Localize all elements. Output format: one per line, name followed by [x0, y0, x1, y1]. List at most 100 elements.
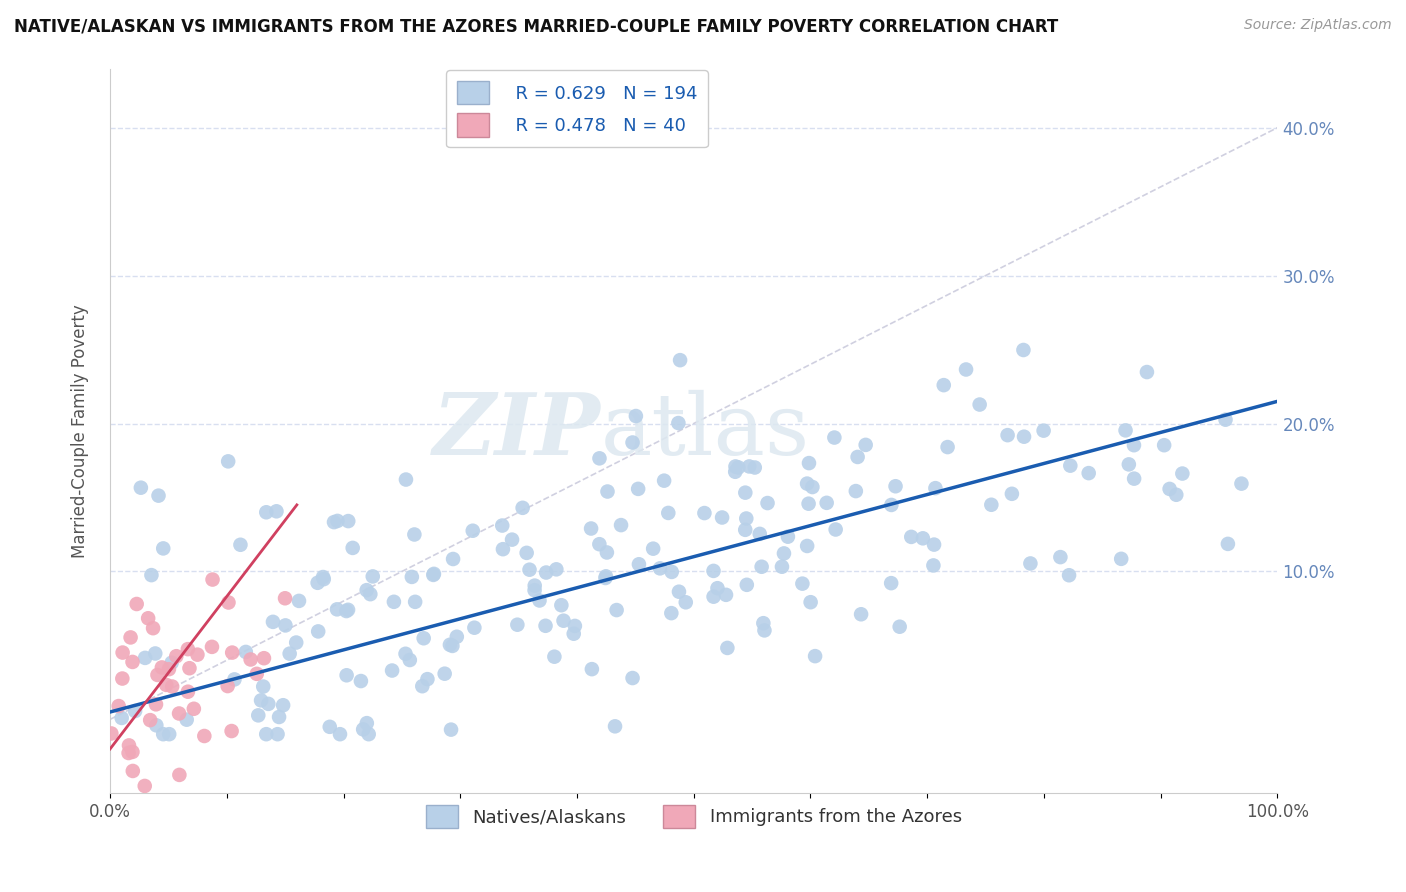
- Point: [134, 779, 156, 793]
- Point: [606, 603, 628, 617]
- Point: [134, 651, 156, 665]
- Point: [262, 615, 284, 629]
- Point: [579, 522, 602, 536]
- Point: [668, 584, 690, 599]
- Point: [534, 619, 557, 633]
- Point: [201, 573, 224, 587]
- Point: [845, 484, 868, 499]
- Point: [326, 514, 349, 528]
- Point: [1059, 458, 1081, 473]
- Point: [711, 510, 734, 524]
- Point: [621, 671, 644, 685]
- Point: [111, 672, 134, 686]
- Point: [1230, 476, 1253, 491]
- Point: [463, 621, 485, 635]
- Point: [169, 768, 191, 782]
- Point: [411, 679, 433, 693]
- Point: [776, 530, 799, 544]
- Point: [756, 496, 779, 510]
- Legend: Natives/Alaskans, Immigrants from the Azores: Natives/Alaskans, Immigrants from the Az…: [419, 797, 969, 835]
- Point: [1049, 550, 1071, 565]
- Point: [224, 673, 246, 687]
- Point: [254, 505, 277, 519]
- Point: [748, 527, 770, 541]
- Point: [550, 599, 572, 613]
- Point: [1077, 466, 1099, 480]
- Point: [342, 541, 364, 555]
- Point: [889, 620, 911, 634]
- Point: [398, 653, 420, 667]
- Point: [326, 602, 349, 616]
- Point: [124, 704, 146, 718]
- Point: [516, 546, 538, 560]
- Point: [1123, 472, 1146, 486]
- Point: [1019, 557, 1042, 571]
- Point: [1215, 412, 1237, 426]
- Point: [107, 699, 129, 714]
- Point: [564, 619, 586, 633]
- Point: [336, 668, 359, 682]
- Point: [523, 579, 546, 593]
- Point: [1109, 552, 1132, 566]
- Point: [924, 481, 946, 495]
- Point: [141, 568, 163, 582]
- Point: [142, 621, 165, 635]
- Point: [157, 662, 180, 676]
- Point: [610, 518, 633, 533]
- Point: [266, 727, 288, 741]
- Y-axis label: Married-Couple Family Poverty: Married-Couple Family Poverty: [72, 304, 89, 558]
- Point: [936, 440, 959, 454]
- Point: [266, 504, 288, 518]
- Point: [519, 563, 541, 577]
- Point: [1115, 423, 1137, 437]
- Point: [167, 706, 190, 721]
- Point: [100, 726, 122, 740]
- Point: [702, 564, 724, 578]
- Point: [800, 595, 823, 609]
- Point: [274, 618, 297, 632]
- Point: [111, 711, 134, 725]
- Point: [823, 431, 845, 445]
- Point: [177, 642, 200, 657]
- Point: [247, 708, 270, 723]
- Point: [352, 723, 374, 737]
- Point: [588, 451, 610, 466]
- Point: [1118, 458, 1140, 472]
- Point: [252, 680, 274, 694]
- Point: [911, 532, 934, 546]
- Point: [588, 537, 610, 551]
- Point: [706, 581, 728, 595]
- Point: [846, 450, 869, 464]
- Point: [440, 723, 463, 737]
- Point: [337, 603, 360, 617]
- Point: [335, 604, 357, 618]
- Point: [221, 646, 243, 660]
- Point: [754, 624, 776, 638]
- Point: [183, 702, 205, 716]
- Point: [125, 597, 148, 611]
- Point: [271, 698, 294, 713]
- Point: [501, 533, 523, 547]
- Point: [735, 511, 758, 525]
- Point: [217, 454, 239, 468]
- Point: [1153, 438, 1175, 452]
- Point: [136, 611, 159, 625]
- Point: [512, 500, 534, 515]
- Point: [179, 661, 201, 675]
- Point: [703, 590, 725, 604]
- Point: [229, 538, 252, 552]
- Point: [394, 647, 416, 661]
- Point: [751, 559, 773, 574]
- Point: [675, 595, 697, 609]
- Text: atlas: atlas: [600, 389, 810, 473]
- Point: [121, 655, 143, 669]
- Point: [381, 664, 404, 678]
- Point: [439, 638, 461, 652]
- Point: [506, 617, 529, 632]
- Point: [221, 724, 243, 739]
- Point: [595, 571, 617, 585]
- Point: [285, 635, 308, 649]
- Point: [724, 465, 747, 479]
- Point: [824, 523, 846, 537]
- Point: [744, 460, 766, 475]
